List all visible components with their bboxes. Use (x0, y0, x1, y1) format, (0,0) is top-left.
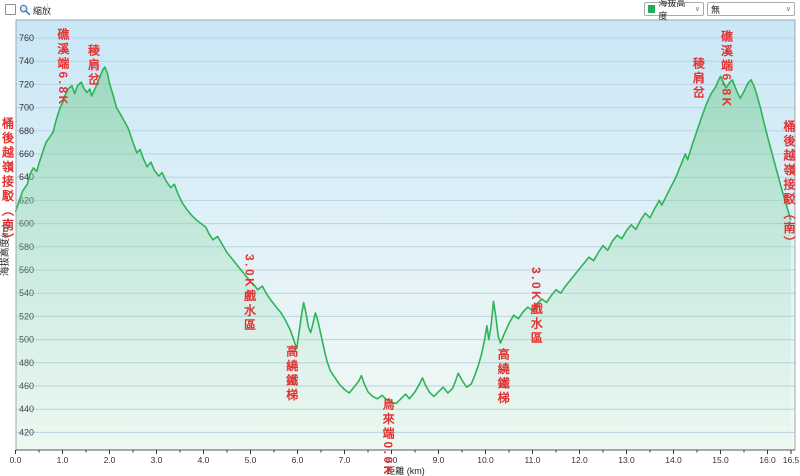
x-tick-label: 8.0 (386, 455, 398, 465)
x-tick-label: 16.0 (759, 455, 776, 465)
y-tick-label: 680 (19, 126, 34, 136)
x-tick-label: 13.0 (618, 455, 635, 465)
toolbar: 縮放 海拔高度 ∨ 無 ∨ (0, 0, 800, 21)
x-axis-title: 距離 (km) (386, 465, 425, 476)
y-tick-label: 760 (19, 33, 34, 43)
series-color-swatch (648, 5, 656, 13)
y-tick-label: 700 (19, 103, 34, 113)
y-axis-title: 海拔高度(m) (0, 224, 11, 276)
magnifier-icon (19, 3, 31, 16)
x-tick-label: 16.5 (783, 455, 800, 465)
x-tick-label: 6.0 (292, 455, 304, 465)
zoom-label: 縮放 (33, 6, 52, 16)
toolbar-separator (47, 3, 48, 15)
y-tick-label: 640 (19, 172, 34, 182)
x-tick-label: 11.0 (525, 455, 541, 465)
y-tick-label: 720 (19, 79, 34, 89)
chevron-down-icon: ∨ (785, 5, 791, 13)
overlay-dropdown[interactable]: 無 ∨ (707, 2, 795, 16)
x-tick-label: 14.0 (665, 455, 682, 465)
series-dropdown-value: 海拔高度 (658, 0, 686, 21)
x-tick-label: 3.0 (151, 455, 163, 465)
x-tick-label: 4.0 (198, 455, 210, 465)
overlay-dropdown-value: 無 (711, 4, 721, 15)
x-tick-label: 0.0 (10, 455, 22, 465)
elevation-line (14, 66, 792, 405)
x-tick-label: 9.0 (433, 455, 445, 465)
x-tick-label: 5.0 (245, 455, 257, 465)
x-tick-label: 15.0 (712, 455, 729, 465)
series-dropdown[interactable]: 海拔高度 ∨ (644, 0, 704, 21)
x-tick-label: 7.0 (339, 455, 351, 465)
x-tick-label: 12.0 (571, 455, 588, 465)
chevron-down-icon: ∨ (694, 5, 700, 13)
elevation-area (15, 67, 791, 450)
zoom-checkbox[interactable] (5, 4, 16, 15)
x-tick-label: 1.0 (57, 455, 69, 465)
y-tick-label: 740 (19, 56, 34, 66)
x-tick-label: 2.0 (104, 455, 116, 465)
x-tick-label: 10.0 (477, 455, 494, 465)
y-tick-label: 660 (19, 149, 34, 159)
